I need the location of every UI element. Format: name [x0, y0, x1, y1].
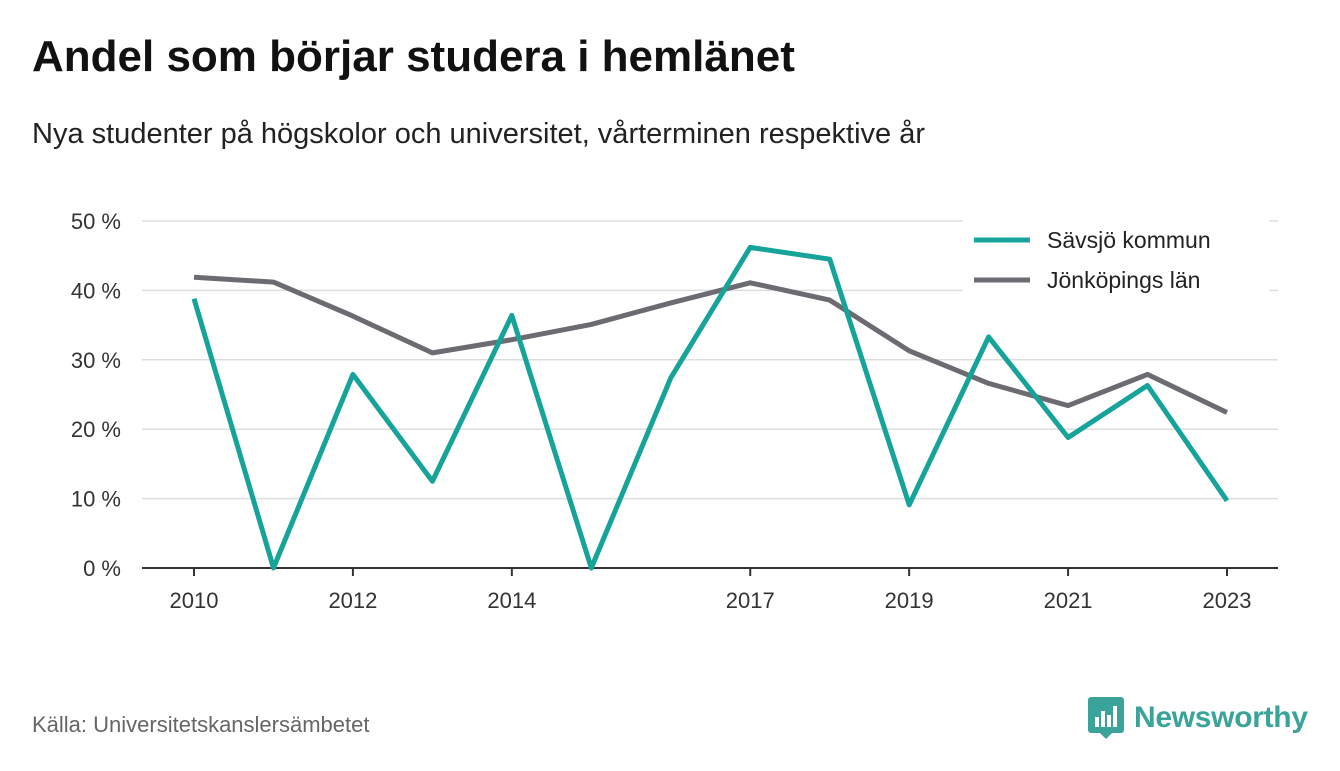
- x-tick-label: 2017: [726, 588, 775, 613]
- y-tick-label: 0 %: [83, 556, 121, 581]
- x-tick-label: 2023: [1203, 588, 1252, 613]
- y-tick-label: 40 %: [71, 278, 121, 303]
- y-axis-ticks: 0 % 10 % 20 % 30 % 40 % 50 %: [71, 209, 121, 581]
- x-tick-label: 2021: [1044, 588, 1093, 613]
- y-tick-label: 50 %: [71, 209, 121, 234]
- legend-label: Jönköpings län: [1047, 267, 1200, 293]
- brand-logo: Newsworthy: [1088, 697, 1308, 739]
- y-tick-label: 30 %: [71, 348, 121, 373]
- legend: Sävsjö kommun Jönköpings län: [963, 218, 1269, 294]
- chart-title: Andel som börjar studera i hemlänet: [32, 32, 795, 81]
- legend-label: Sävsjö kommun: [1047, 227, 1211, 253]
- x-tick-label: 2010: [170, 588, 219, 613]
- source-note: Källa: Universitetskanslersämbetet: [32, 712, 370, 737]
- y-tick-label: 10 %: [71, 487, 121, 512]
- bar-chart-bubble-icon: [1088, 697, 1124, 739]
- series-lines: [191, 244, 1230, 571]
- chart-subtitle: Nya studenter på högskolor och universit…: [32, 118, 925, 150]
- series-line: [191, 244, 1230, 571]
- brand-name: Newsworthy: [1134, 701, 1308, 734]
- x-tick-label: 2012: [328, 588, 377, 613]
- x-tick-label: 2014: [487, 588, 536, 613]
- y-tick-label: 20 %: [71, 417, 121, 442]
- x-tick-label: 2019: [885, 588, 934, 613]
- x-axis: 2010 2012 2014 2017 2019 2021 2023: [142, 567, 1278, 613]
- series-line: [193, 274, 1229, 415]
